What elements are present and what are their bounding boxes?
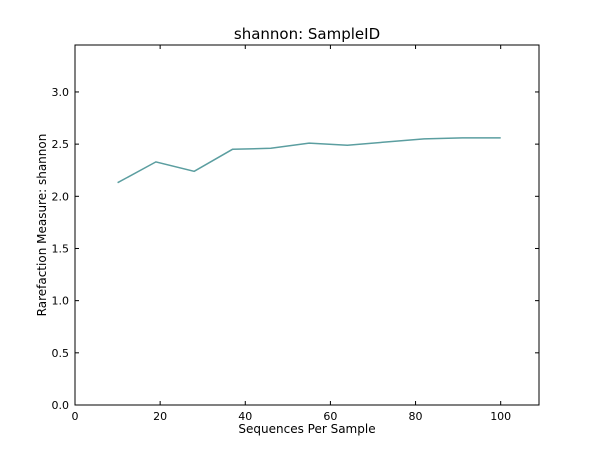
y-tick-label: 1.0	[52, 295, 70, 308]
plot-frame	[74, 44, 540, 406]
x-tick-label: 0	[72, 410, 79, 423]
y-tick-label: 1.5	[52, 242, 70, 255]
y-tick-label: 3.0	[52, 86, 70, 99]
y-tick-label: 0.5	[52, 347, 70, 360]
y-tick-label: 0.0	[52, 399, 70, 412]
x-tick-label: 40	[238, 410, 252, 423]
x-tick-label: 80	[409, 410, 423, 423]
series-group	[117, 137, 501, 184]
x-tick-label: 100	[490, 410, 511, 423]
y-axis-label: Rarefaction Measure: shannon	[35, 134, 49, 317]
chart-title: shannon: SampleID	[234, 25, 380, 43]
y-tick-label: 2.5	[52, 138, 70, 151]
series-line	[117, 137, 501, 184]
y-tick-label: 2.0	[52, 190, 70, 203]
axis-ticks: 0 20 40 60 80 100 0.0 0.5 1.0 1.5 2.0 2.5 3.0	[52, 45, 539, 423]
x-tick-label: 20	[153, 410, 167, 423]
x-tick-label: 60	[323, 410, 337, 423]
x-axis-label: Sequences Per Sample	[238, 422, 375, 436]
